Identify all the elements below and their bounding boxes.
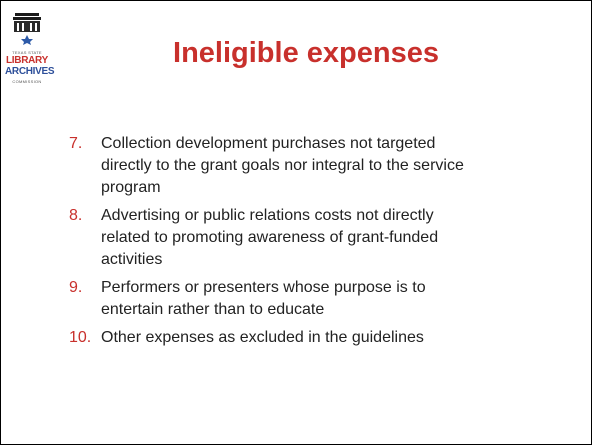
slide-title: Ineligible expenses: [173, 37, 439, 69]
item-text: Performers or presenters whose purpose i…: [101, 279, 426, 296]
item-text: directly to the grant goals nor integral…: [101, 157, 464, 174]
item-text: Other expenses as excluded in the guidel…: [101, 329, 424, 346]
item-text: entertain rather than to educate: [101, 301, 325, 318]
item-text: activities: [101, 251, 163, 268]
logo-bottom-line: COMMISSION: [12, 79, 42, 84]
item-number: 7.: [69, 135, 83, 152]
item-text: related to promoting awareness of grant-…: [101, 229, 439, 246]
logo-top-line: TEXAS STATE: [12, 50, 42, 55]
item-number: 10.: [69, 329, 92, 346]
item-number: 8.: [69, 207, 83, 224]
item-number: 9.: [69, 279, 83, 296]
logo-building: [13, 13, 41, 45]
logo-line1: LIBRARY: [6, 55, 48, 66]
logo-line2: ARCHIVES: [5, 66, 55, 77]
item-text: Advertising or public relations costs no…: [101, 207, 434, 224]
item-text: program: [101, 179, 161, 196]
item-text: Collection development purchases not tar…: [101, 135, 436, 152]
